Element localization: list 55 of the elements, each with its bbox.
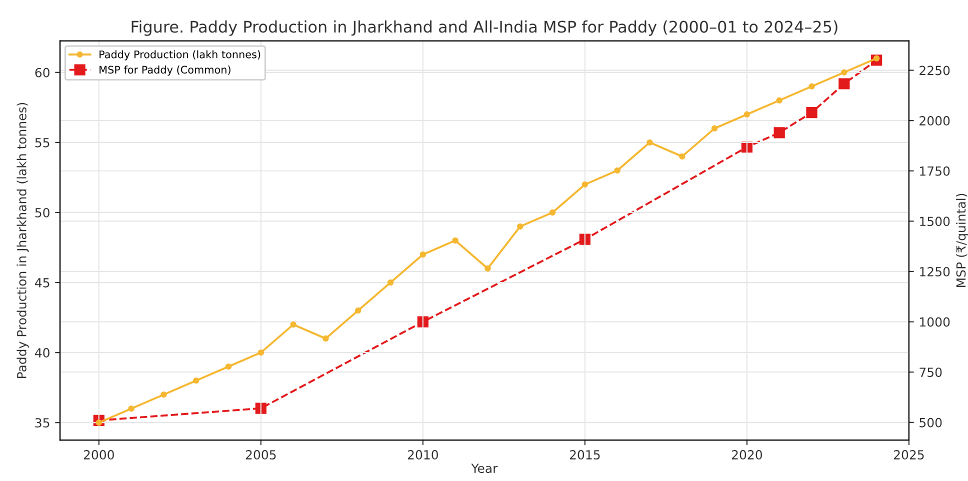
point [387, 279, 394, 286]
y-tick-label: 50 [35, 208, 50, 218]
y-tick-label: 45 [35, 278, 50, 288]
point [776, 97, 782, 104]
y2-tick-label: 1750 [920, 166, 950, 176]
point [646, 139, 653, 146]
legend-label: Paddy Production (lakh tonnes) [100, 50, 260, 60]
x-tick-label: 2020 [732, 450, 762, 460]
x-tick-label: 2005 [246, 450, 276, 460]
y-tick-label: 40 [35, 348, 50, 358]
point [614, 167, 620, 174]
point [225, 363, 232, 370]
point [258, 349, 264, 356]
point [841, 69, 848, 76]
point [806, 106, 818, 118]
y2-tick-label: 1500 [920, 216, 950, 226]
chart-title: Figure. Paddy Production in Jharkhand and All-India MSP for Paddy (2000–01 to 2024–25) [132, 20, 838, 36]
legend-label: MSP for Paddy (Common) [100, 66, 230, 76]
point [484, 265, 491, 272]
y2-axis-title: MSP (₹/quintal) [956, 194, 968, 287]
point [711, 125, 718, 132]
point [255, 402, 266, 414]
x-tick-label: 2025 [894, 450, 924, 460]
point [452, 237, 458, 244]
point [838, 78, 850, 90]
point [322, 335, 329, 342]
y2-tick-label: 2250 [920, 66, 950, 76]
x-axis-title: Year [471, 464, 498, 473]
x-tick-label: 2000 [84, 450, 114, 460]
point [420, 251, 426, 258]
point [160, 391, 167, 398]
point [774, 127, 785, 138]
y-axis-title: Paddy Production in Jharkhand (lakh tonnes) [16, 102, 29, 378]
point [582, 181, 588, 188]
y2-tick-label: 500 [920, 418, 942, 428]
y2-tick-label: 1250 [920, 266, 950, 276]
point [417, 316, 428, 328]
y2-tick-label: 750 [920, 368, 942, 378]
point [808, 83, 815, 90]
point [579, 234, 590, 245]
point [128, 405, 134, 412]
point [679, 153, 686, 160]
point [744, 111, 750, 118]
point [517, 223, 524, 230]
y-tick-label: 55 [35, 138, 50, 148]
y-tick-label: 35 [35, 418, 50, 428]
point [290, 321, 296, 328]
y2-tick-label: 2000 [920, 116, 950, 126]
point [354, 307, 362, 314]
x-tick-label: 2015 [570, 450, 600, 460]
y2-tick-label: 1000 [920, 317, 950, 327]
point [192, 377, 200, 384]
x-tick-label: 2010 [408, 450, 438, 460]
point [549, 209, 556, 216]
y-tick-label: 60 [35, 68, 50, 78]
